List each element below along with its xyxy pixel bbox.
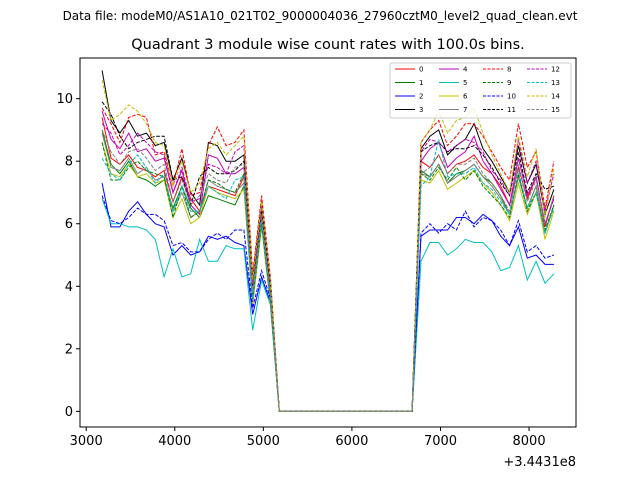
x-tick-label: 3000	[70, 434, 103, 449]
legend-label-7: 7	[463, 106, 467, 114]
series-line-0	[101, 117, 555, 412]
series-line-6	[101, 142, 555, 412]
series-line-12	[101, 123, 555, 412]
series-line-15	[101, 129, 555, 412]
series-line-2	[101, 183, 554, 412]
legend-label-5: 5	[463, 79, 467, 87]
legend-label-15: 15	[551, 106, 560, 114]
legend-label-11: 11	[507, 106, 516, 114]
series-line-11	[101, 101, 555, 412]
chart-title: Quadrant 3 module wise count rates with …	[131, 37, 525, 53]
legend-label-2: 2	[419, 93, 423, 101]
y-tick-label: 4	[65, 280, 73, 295]
series-line-5	[101, 198, 555, 412]
series-line-4	[101, 111, 555, 412]
legend-label-3: 3	[419, 106, 423, 114]
series-line-10	[101, 195, 555, 412]
legend-label-4: 4	[463, 66, 468, 74]
legend-label-14: 14	[551, 93, 560, 101]
x-tick-label: 4000	[158, 434, 191, 449]
y-tick-label: 0	[65, 405, 73, 420]
legend-label-12: 12	[551, 66, 560, 74]
figure-header: Data file: modeM0/AS1A10_021T02_90000040…	[63, 9, 578, 23]
legend-label-8: 8	[507, 66, 511, 74]
legend-label-6: 6	[463, 93, 468, 101]
series-layer	[101, 70, 555, 412]
x-tick-label: 8000	[513, 434, 546, 449]
y-tick-label: 10	[56, 92, 73, 107]
y-tick-label: 8	[65, 155, 73, 170]
series-line-14	[101, 79, 555, 412]
legend-label-9: 9	[507, 79, 511, 87]
legend-label-13: 13	[551, 79, 560, 87]
plot-frame	[79, 57, 577, 428]
legend-box	[389, 62, 572, 119]
y-tick-label: 6	[65, 217, 73, 232]
series-line-9	[101, 142, 555, 412]
x-tick-label: 6000	[335, 434, 368, 449]
y-tick-label: 2	[65, 342, 73, 357]
x-tick-label: 5000	[247, 434, 280, 449]
legend-label-10: 10	[507, 93, 516, 101]
x-tick-label: 7000	[424, 434, 457, 449]
series-line-3	[101, 70, 555, 412]
legend-label-0: 0	[419, 66, 423, 74]
legend-label-1: 1	[419, 79, 423, 87]
x-offset-label: +3.4431e8	[503, 455, 576, 470]
axes-layer: 3000 4000 5000 6000 7000 8000 0 2 4 6 8 10	[56, 92, 545, 449]
